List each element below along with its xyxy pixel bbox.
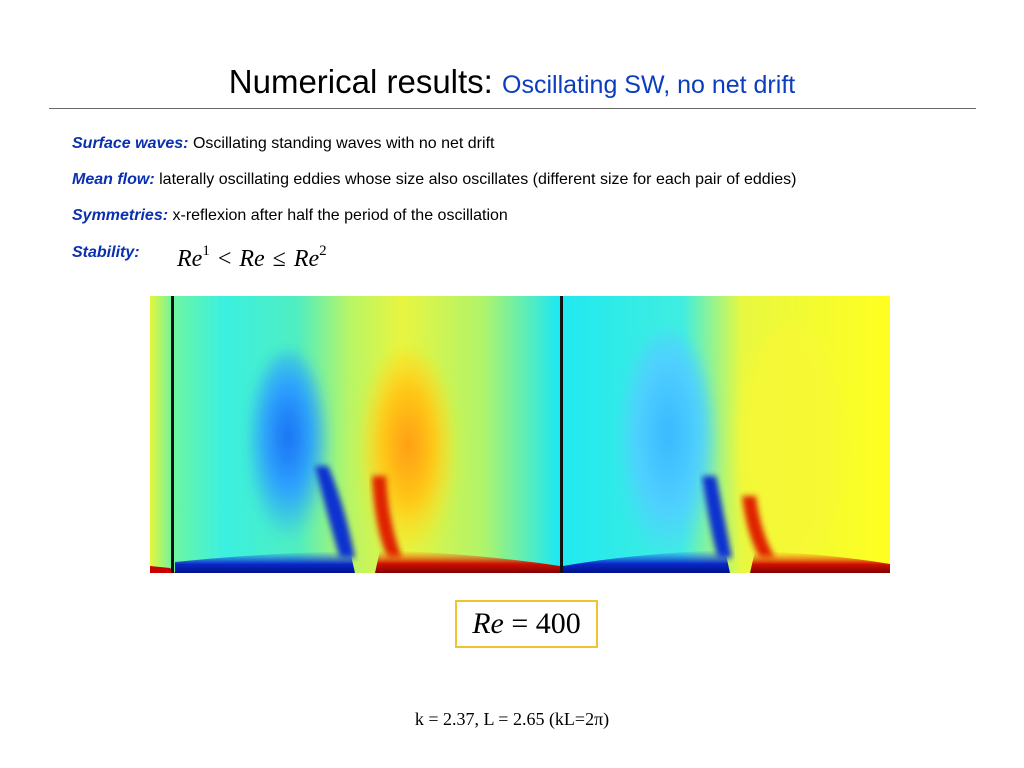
formula-term: Re (293, 246, 320, 272)
item-text: Oscillating standing waves with no net d… (192, 135, 495, 152)
title-subtitle: Oscillating SW, no net drift (502, 71, 796, 99)
re-value: 400 (535, 607, 581, 640)
formula-operator: < (217, 246, 232, 272)
item-text: laterally oscillating eddies whose size … (159, 171, 797, 188)
parameters-caption: k = 2.37, L = 2.65 (kL=2π) (414, 709, 610, 729)
item-label: Surface waves: (72, 135, 189, 152)
formula-superscript: 1 (202, 243, 210, 259)
formula-superscript: 2 (319, 243, 327, 259)
title-main: Numerical results: (228, 63, 493, 100)
slide-title: Numerical results: Oscillating SW, no ne… (0, 62, 1024, 105)
title-divider (49, 108, 976, 109)
stability-formula: Re1 < Re ≤ Re2 (177, 238, 327, 274)
mean-flow-colormap (150, 296, 890, 573)
item-surface-waves: Surface waves: Oscillating standing wave… (72, 134, 494, 154)
reynolds-number-box: Re = 400 (455, 600, 598, 648)
item-symmetries: Symmetries: x-reflexion after half the p… (72, 206, 508, 226)
formula-term: Re (177, 246, 203, 272)
item-label: Stability: (72, 244, 140, 261)
formula-operator: ≤ (272, 246, 286, 272)
re-equals: = (511, 607, 529, 640)
item-mean-flow: Mean flow: laterally oscillating eddies … (72, 170, 796, 190)
item-text: x-reflexion after half the period of the… (172, 207, 508, 224)
item-stability: Stability: (72, 243, 140, 263)
formula-term: Re (239, 246, 265, 272)
re-variable: Re (472, 607, 504, 640)
item-label: Mean flow: (72, 171, 155, 188)
item-label: Symmetries: (72, 207, 169, 224)
